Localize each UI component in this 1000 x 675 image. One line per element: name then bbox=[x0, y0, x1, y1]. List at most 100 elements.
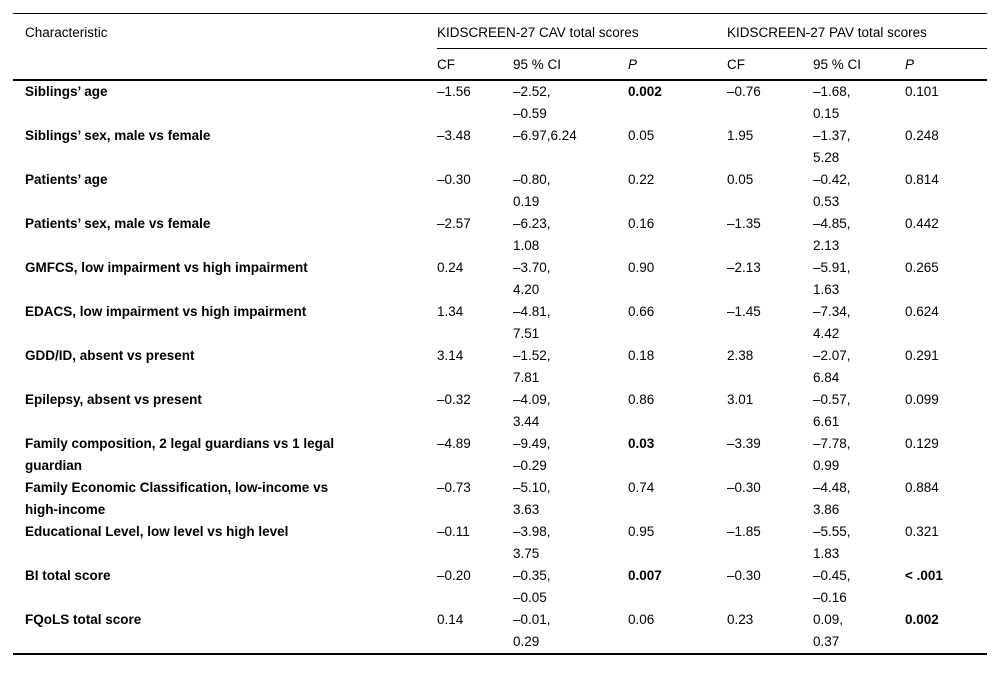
cav-cf-value: –0.20 bbox=[437, 567, 471, 583]
pav-ci-value: –4.85, 2.13 bbox=[813, 215, 851, 253]
row-label: Family composition, 2 legal guardians vs… bbox=[25, 435, 335, 473]
cav-p-value: 0.18 bbox=[628, 347, 655, 363]
table-row: FQoLS total score 0.14 –0.01, 0.29 0.06 … bbox=[13, 609, 987, 654]
pav-cf-value: –0.30 bbox=[727, 479, 761, 495]
cav-cf-value: –0.30 bbox=[437, 171, 471, 187]
pav-cf-value: –2.13 bbox=[727, 259, 761, 275]
row-label: Patients’ sex, male vs female bbox=[25, 215, 211, 231]
cav-ci-value: –0.80, 0.19 bbox=[513, 171, 551, 209]
table-row: BI total score –0.20 –0.35, –0.05 0.007 … bbox=[13, 565, 987, 609]
pav-p-value: 0.884 bbox=[905, 479, 939, 495]
pav-ci-value: –0.57, 6.61 bbox=[813, 391, 851, 429]
sub-header-row: CF 95 % CI P CF 95 % CI P bbox=[13, 48, 988, 81]
pav-cf-value: 0.05 bbox=[727, 171, 754, 187]
pav-ci-value: –7.34, 4.42 bbox=[813, 303, 851, 341]
cav-ci-value: –4.09, 3.44 bbox=[513, 391, 551, 429]
cav-ci-value: –5.10, 3.63 bbox=[513, 479, 551, 517]
cav-p-value: 0.66 bbox=[628, 303, 655, 319]
pav-ci-value: –0.42, 0.53 bbox=[813, 171, 851, 209]
pav-ci-value: –0.45, –0.16 bbox=[813, 567, 851, 605]
cav-cf-value: 0.24 bbox=[437, 259, 464, 275]
row-label: GDD/ID, absent vs present bbox=[25, 347, 195, 363]
group-header-row: Characteristic KIDSCREEN-27 CAV total sc… bbox=[13, 13, 988, 81]
pav-p-value: 0.129 bbox=[905, 435, 939, 451]
pav-ci-value: –2.07, 6.84 bbox=[813, 347, 851, 385]
pav-cf-value: –3.39 bbox=[727, 435, 761, 451]
cav-p-value: 0.16 bbox=[628, 215, 655, 231]
pav-cf-header: CF bbox=[727, 48, 814, 81]
pav-p-value: 0.101 bbox=[905, 83, 939, 99]
cav-p-value: 0.007 bbox=[628, 567, 662, 583]
cav-p-value: 0.002 bbox=[628, 83, 662, 99]
cav-p-value: 0.03 bbox=[628, 435, 655, 451]
cav-p-header: P bbox=[628, 48, 728, 81]
table-row: Patients’ age –0.30 –0.80, 0.19 0.22 0.0… bbox=[13, 169, 987, 213]
cav-ci-value: –6.97,6.24 bbox=[513, 127, 577, 143]
pav-p-value: 0.291 bbox=[905, 347, 939, 363]
cav-cf-value: –3.48 bbox=[437, 127, 471, 143]
pav-cf-value: –0.76 bbox=[727, 83, 761, 99]
cav-ci-value: –1.52, 7.81 bbox=[513, 347, 551, 385]
cav-ci-value: –3.98, 3.75 bbox=[513, 523, 551, 561]
cav-p-value: 0.05 bbox=[628, 127, 655, 143]
regression-results-table: Characteristic KIDSCREEN-27 CAV total sc… bbox=[13, 13, 988, 655]
cav-ci-value: –0.35, –0.05 bbox=[513, 567, 551, 605]
row-label: GMFCS, low impairment vs high impairment bbox=[25, 259, 308, 275]
cav-p-value: 0.06 bbox=[628, 611, 655, 627]
cav-ci-value: –6.23, 1.08 bbox=[513, 215, 551, 253]
row-label: Siblings’ age bbox=[25, 83, 108, 99]
pav-group-header: KIDSCREEN-27 PAV total scores bbox=[727, 13, 988, 49]
pav-cf-value: –1.85 bbox=[727, 523, 761, 539]
cav-cf-value: –1.56 bbox=[437, 83, 471, 99]
cav-ci-value: –0.01, 0.29 bbox=[513, 611, 551, 649]
cav-cf-value: 0.14 bbox=[437, 611, 464, 627]
pav-ci-value: –1.37, 5.28 bbox=[813, 127, 851, 165]
row-label: Siblings’ sex, male vs female bbox=[25, 127, 211, 143]
pav-p-value: 0.321 bbox=[905, 523, 939, 539]
pav-p-value: 0.442 bbox=[905, 215, 939, 231]
pav-ci-header: 95 % CI bbox=[813, 48, 906, 81]
row-label: Family Economic Classification, low-inco… bbox=[25, 479, 329, 517]
cav-ci-header: 95 % CI bbox=[513, 48, 628, 81]
characteristic-column-header: Characteristic bbox=[13, 13, 437, 81]
table-row: Family Economic Classification, low-inco… bbox=[13, 477, 987, 521]
pav-p-value: 0.814 bbox=[905, 171, 939, 187]
cav-p-value: 0.22 bbox=[628, 171, 655, 187]
cav-p-value: 0.74 bbox=[628, 479, 655, 495]
cav-ci-value: –9.49, –0.29 bbox=[513, 435, 551, 473]
cav-cf-value: 1.34 bbox=[437, 303, 464, 319]
pav-cf-value: 2.38 bbox=[727, 347, 754, 363]
cav-p-value: 0.95 bbox=[628, 523, 655, 539]
cav-cf-value: –4.89 bbox=[437, 435, 471, 451]
row-label: Patients’ age bbox=[25, 171, 108, 187]
pav-p-value: 0.265 bbox=[905, 259, 939, 275]
pav-cf-value: –0.30 bbox=[727, 567, 761, 583]
pav-p-value: 0.002 bbox=[905, 611, 939, 627]
regression-table-container: Characteristic KIDSCREEN-27 CAV total sc… bbox=[13, 13, 988, 655]
row-label: BI total score bbox=[25, 567, 111, 583]
cav-cf-value: –0.11 bbox=[437, 523, 470, 539]
row-label: FQoLS total score bbox=[25, 611, 142, 627]
table-row: GMFCS, low impairment vs high impairment… bbox=[13, 257, 987, 301]
cav-cf-value: –0.32 bbox=[437, 391, 471, 407]
pav-ci-value: –1.68, 0.15 bbox=[813, 83, 851, 121]
pav-ci-value: –5.55, 1.83 bbox=[813, 523, 851, 561]
cav-p-value: 0.90 bbox=[628, 259, 655, 275]
pav-p-value: 0.099 bbox=[905, 391, 939, 407]
row-label: Epilepsy, absent vs present bbox=[25, 391, 202, 407]
cav-p-value: 0.86 bbox=[628, 391, 655, 407]
pav-p-value: 0.624 bbox=[905, 303, 939, 319]
cav-cf-value: 3.14 bbox=[437, 347, 464, 363]
table-row: EDACS, low impairment vs high impairment… bbox=[13, 301, 987, 345]
pav-ci-value: –5.91, 1.63 bbox=[813, 259, 851, 297]
cav-cf-value: –2.57 bbox=[437, 215, 471, 231]
pav-ci-value: –7.78, 0.99 bbox=[813, 435, 851, 473]
table-row: Family composition, 2 legal guardians vs… bbox=[13, 433, 987, 477]
pav-cf-value: 0.23 bbox=[727, 611, 754, 627]
pav-p-value: < .001 bbox=[905, 567, 943, 583]
pav-p-value: 0.248 bbox=[905, 127, 939, 143]
row-label: EDACS, low impairment vs high impairment bbox=[25, 303, 307, 319]
table-row: GDD/ID, absent vs present 3.14 –1.52, 7.… bbox=[13, 345, 987, 389]
pav-cf-value: 1.95 bbox=[727, 127, 754, 143]
pav-ci-value: 0.09, 0.37 bbox=[813, 611, 844, 649]
